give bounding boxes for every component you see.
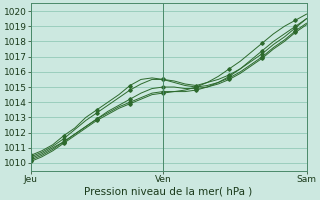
X-axis label: Pression niveau de la mer( hPa ): Pression niveau de la mer( hPa ): [84, 187, 253, 197]
